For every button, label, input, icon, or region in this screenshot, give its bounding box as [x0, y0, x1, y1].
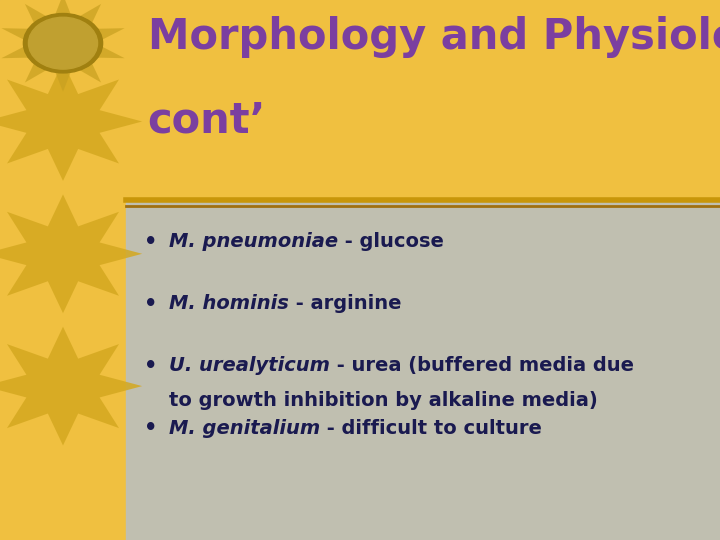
Text: M. hominis: M. hominis	[169, 294, 289, 313]
Text: •: •	[144, 232, 158, 252]
Polygon shape	[0, 327, 143, 446]
Text: •: •	[144, 356, 158, 376]
Text: - glucose: - glucose	[338, 232, 444, 251]
Bar	[126, 200, 720, 540]
Text: cont’: cont’	[148, 100, 266, 142]
Text: •: •	[144, 418, 158, 438]
Text: U. urealyticum: U. urealyticum	[169, 356, 330, 375]
Text: M. pneumoniae: M. pneumoniae	[169, 232, 338, 251]
Polygon shape	[1, 0, 125, 92]
Text: to growth inhibition by alkaline media): to growth inhibition by alkaline media)	[169, 392, 598, 410]
Text: - arginine: - arginine	[289, 294, 402, 313]
Circle shape	[28, 17, 98, 69]
Text: •: •	[144, 294, 158, 314]
Circle shape	[23, 14, 103, 73]
Text: M. genitalium: M. genitalium	[169, 418, 320, 437]
Polygon shape	[0, 194, 143, 313]
Text: Morphology and Physiology: Morphology and Physiology	[148, 16, 720, 58]
Text: - difficult to culture: - difficult to culture	[320, 418, 542, 437]
Polygon shape	[0, 62, 143, 181]
Text: - urea (buffered media due: - urea (buffered media due	[330, 356, 634, 375]
Bar	[126, 0, 720, 200]
Bar	[0, 0, 126, 540]
